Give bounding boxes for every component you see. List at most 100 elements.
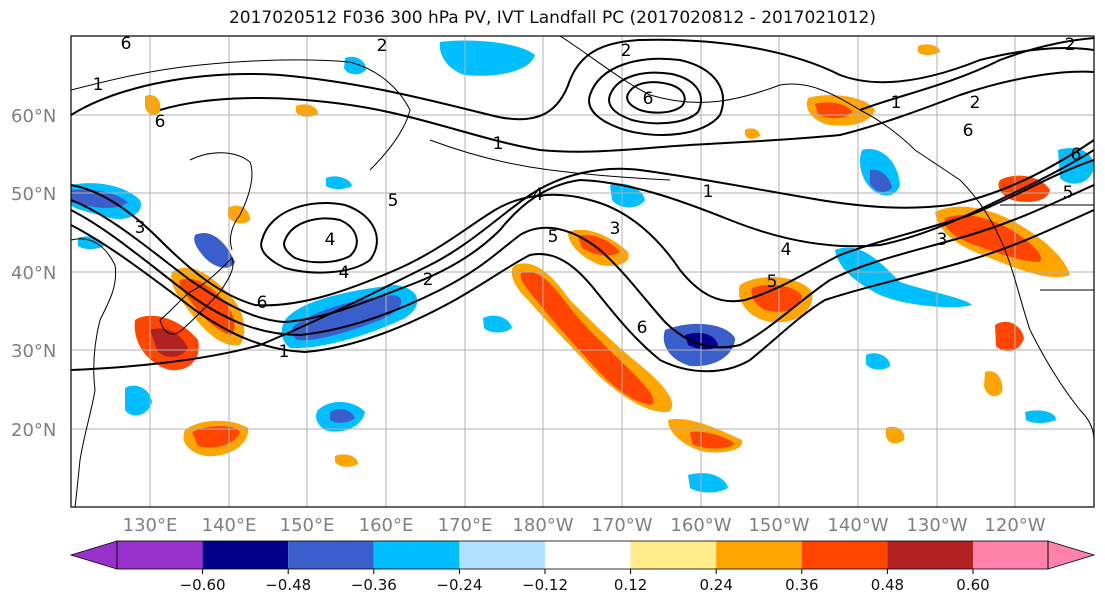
neg-region-east: [835, 247, 972, 308]
neg-region-small-1: [125, 385, 152, 416]
lon-label: 170°W: [591, 515, 652, 536]
contour-north-arc-2: [159, 70, 1094, 153]
contour-label: 4: [533, 185, 544, 205]
pos-region-south-core: [192, 426, 240, 448]
contour-line-5: [71, 209, 1094, 373]
pos-region-small-2: [228, 205, 250, 224]
neg-region-small-4: [483, 315, 512, 333]
contour-label: 6: [643, 89, 654, 109]
coast-na-west: [959, 179, 1094, 441]
lon-label: 150°W: [748, 515, 809, 536]
lat-label: 40°N: [11, 263, 56, 284]
colorbar-tick-label: −0.48: [265, 576, 311, 594]
colorbar-segment: [716, 541, 802, 569]
pos-region-small-4: [145, 94, 161, 115]
contour-line-3: [71, 159, 1094, 307]
colorbar-segment: [288, 541, 374, 569]
pos-region-small-8: [745, 128, 760, 139]
contour-closed-west-2: [283, 217, 358, 264]
neg-region-jet-core: [291, 295, 402, 341]
contour-label: 6: [257, 293, 268, 313]
coast-asia-east: [71, 238, 117, 507]
contour-label: 2: [621, 41, 632, 61]
contour-label: 1: [493, 134, 504, 154]
colorbar-min-arrow: [69, 540, 118, 570]
colorbar-segment: [630, 541, 717, 569]
contour-label: 1: [703, 182, 714, 202]
contour-label: 5: [1063, 183, 1074, 203]
colorbar-tick-label: 0.24: [699, 576, 732, 594]
neg-region-small-9: [1025, 410, 1056, 423]
colorbar-outline: [116, 540, 1049, 570]
neg-region-small-2: [610, 183, 645, 208]
colorbar-segment: [545, 541, 631, 569]
coast-aleutian: [429, 139, 671, 181]
contour-label: 6: [963, 121, 974, 141]
longitude-labels: 130°E 140°E 150°E 160°E 170°E 180°W 170°…: [123, 515, 1046, 536]
neg-region-small-7: [326, 176, 352, 189]
contour-line-4: [71, 184, 1094, 349]
colorbar-segment: [887, 541, 973, 569]
contour-closed-bering-3: [626, 81, 686, 114]
pos-region-baja: [995, 321, 1024, 352]
neg-region-japan: [194, 233, 235, 268]
lon-label: 170°E: [438, 515, 493, 536]
contour-label: 3: [135, 218, 146, 238]
lon-label: 150°E: [280, 515, 335, 536]
colorbar-segment: [373, 541, 460, 569]
colorbar-segment: [202, 541, 289, 569]
contour-east-arc: [859, 37, 1094, 111]
contour-label: 5: [767, 272, 778, 292]
colorbar-tick-labels: −0.60 −0.48 −0.36 −0.24 −0.12 0.12 0.24 …: [180, 576, 990, 594]
contour-label: 6: [1071, 145, 1082, 165]
neg-region-bering: [439, 40, 535, 76]
map-title: 2017020512 F036 300 hPa PV, IVT Landfall…: [228, 8, 876, 28]
contour-label: 2: [377, 36, 388, 56]
contour-label: 1: [93, 75, 104, 95]
contour-north-arc: [71, 38, 1094, 121]
colorbar-tick-label: 0.48: [871, 576, 904, 594]
lat-label: 30°N: [11, 341, 56, 362]
pos-region-small-7: [918, 44, 940, 55]
contour-label: 6: [637, 318, 648, 338]
lon-label: 180°W: [512, 515, 573, 536]
lat-label: 60°N: [11, 106, 56, 127]
colorbar-segment: [801, 541, 888, 569]
contour-label: 2: [1065, 35, 1076, 55]
colorbar-tick-label: 0.12: [614, 576, 647, 594]
colorbar-tick-label: −0.24: [436, 576, 482, 594]
colorbar-tick-label: 0.36: [785, 576, 818, 594]
colorbar: −0.60 −0.48 −0.36 −0.24 −0.12 0.12 0.24 …: [69, 540, 1096, 594]
latitude-labels: 60°N 50°N 40°N 30°N 20°N: [11, 106, 56, 441]
contour-label: 6: [155, 112, 166, 132]
colorbar-segment: [117, 541, 203, 569]
colorbar-tick-label: −0.36: [351, 576, 397, 594]
contour-line-1: [71, 139, 1094, 371]
contour-label: 2: [423, 270, 434, 290]
lon-label: 160°W: [670, 515, 731, 536]
pv-contours: [71, 37, 1094, 373]
colorbar-tick-label: 0.60: [956, 576, 989, 594]
contour-closed-west: [260, 202, 378, 274]
lon-label: 130°W: [906, 515, 967, 536]
lon-label: 130°E: [123, 515, 178, 536]
lat-label: 50°N: [11, 184, 56, 205]
neg-region-small-5: [344, 56, 366, 75]
neg-region-small-10: [866, 353, 890, 370]
positive-anomaly-regions: [134, 44, 1070, 467]
coast-siberia-north: [71, 59, 411, 171]
contour-labels: 6 2 6 1 4 5 3 5 2 1 4 6 3 1 6 4 2 5 6 1 …: [93, 34, 1082, 362]
lon-label: 140°E: [202, 515, 257, 536]
pos-region-small-6: [886, 426, 905, 444]
contour-label: 5: [388, 191, 399, 211]
contour-label: 1: [279, 342, 290, 362]
contour-label: 2: [970, 93, 981, 113]
pos-region-central-core: [520, 271, 654, 405]
contour-closed-bering: [588, 57, 725, 136]
contour-label: 4: [325, 230, 336, 250]
contour-label: 6: [121, 34, 132, 54]
neg-region-small-8: [688, 473, 728, 493]
neg-region-sw-core: [330, 409, 355, 423]
colorbar-max-arrow: [1047, 540, 1096, 570]
